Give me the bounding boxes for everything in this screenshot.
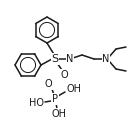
Text: O: O [44,79,52,89]
Text: OH: OH [66,84,81,94]
Text: S: S [51,54,59,64]
Text: P: P [52,94,58,104]
Text: OH: OH [52,109,66,119]
Text: N: N [102,54,110,64]
Text: O: O [60,70,68,80]
Text: HO: HO [29,98,44,108]
Text: N: N [66,54,74,64]
